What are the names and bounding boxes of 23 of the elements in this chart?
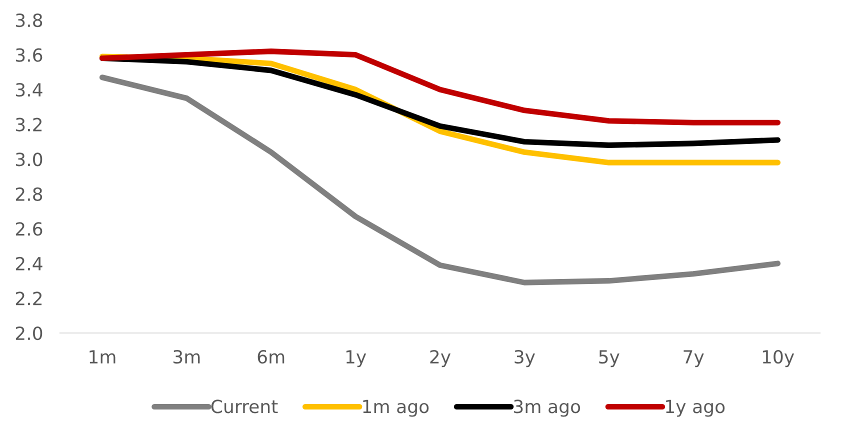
- legend-label: 1m ago: [363, 400, 429, 417]
- x-tick-label: 6m: [258, 350, 284, 364]
- x-tick-label: 10y: [762, 350, 794, 368]
- x-tick-label: 5y: [599, 350, 620, 368]
- y-tick-label: 2.6: [16, 222, 42, 236]
- legend-label: 1y ago: [666, 400, 725, 417]
- y-tick-label: 3.2: [16, 118, 42, 132]
- legend-label: 3m ago: [514, 400, 580, 417]
- y-tick-label: 2.2: [16, 292, 42, 306]
- y-tick-label: 2.0: [16, 326, 42, 340]
- y-tick-label: 3.8: [16, 13, 42, 28]
- x-tick-label: 7y: [684, 350, 704, 368]
- y-tick-label: 2.8: [16, 187, 42, 202]
- y-tick-label: 3.4: [16, 83, 42, 97]
- x-tick-label: 1y: [346, 350, 366, 368]
- y-tick-label: 3.6: [16, 48, 42, 62]
- x-tick-label: 2y: [430, 350, 451, 368]
- x-tick-label: 3y: [514, 350, 535, 368]
- legend-label: Current: [211, 400, 278, 414]
- x-tick-label: 1m: [90, 350, 116, 364]
- y-tick-label: 3.0: [16, 152, 42, 166]
- y-tick-label: 2.4: [16, 256, 42, 270]
- x-tick-label: 3m: [174, 350, 200, 364]
